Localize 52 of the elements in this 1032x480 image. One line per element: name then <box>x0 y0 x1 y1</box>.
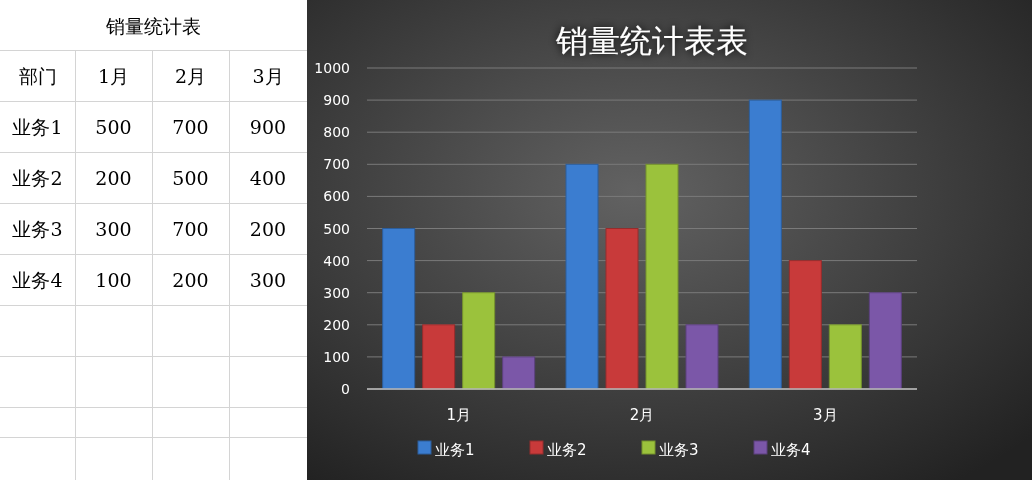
bar <box>382 228 416 390</box>
text: 1月 <box>97 64 130 87</box>
bar <box>828 324 862 390</box>
y-tick-label: 1000 <box>314 60 350 76</box>
text: 业务4 <box>12 268 63 291</box>
text: 部门 <box>18 64 57 87</box>
y-tick-label: 0 <box>341 381 350 397</box>
legend-label: 业务3 <box>659 441 699 459</box>
text: 200 <box>249 217 287 240</box>
y-tick-label: 200 <box>323 316 350 333</box>
legend-label: 业务4 <box>771 441 811 459</box>
y-tick-label: 500 <box>323 220 350 237</box>
y-tick-label: 900 <box>323 92 350 109</box>
bar <box>605 228 639 390</box>
legend-label: 业务1 <box>435 441 475 459</box>
bar <box>685 324 719 390</box>
bar <box>422 324 456 390</box>
text: 100 <box>95 268 132 291</box>
y-tick-label: 600 <box>323 188 350 205</box>
text: 200 <box>95 166 132 189</box>
text: 500 <box>172 166 209 189</box>
text: 业务2 <box>12 166 63 189</box>
text: 业务3 <box>12 217 63 240</box>
y-tick-label: 300 <box>323 284 350 301</box>
text: 500 <box>95 115 132 138</box>
text: 300 <box>249 268 287 291</box>
bar <box>565 163 599 390</box>
text: 200 <box>172 268 209 291</box>
text: 2月 <box>174 64 207 87</box>
y-tick-label: 400 <box>323 252 350 269</box>
text: 700 <box>172 115 209 138</box>
text: 400 <box>249 166 287 189</box>
text: 300 <box>95 217 132 240</box>
bar <box>748 99 782 390</box>
chart-title: 销量统计表表 <box>555 22 748 60</box>
text: 业务1 <box>12 115 63 138</box>
bar <box>502 356 536 390</box>
bar <box>462 292 496 390</box>
x-tick-label: 3月 <box>813 406 838 424</box>
bar <box>645 163 679 390</box>
x-tick-label: 1月 <box>446 406 471 424</box>
text: 销量统计表 <box>105 15 201 37</box>
text: 3月 <box>252 64 284 87</box>
legend-label: 业务2 <box>547 441 587 459</box>
y-tick-label: 700 <box>323 156 350 173</box>
x-tick-label: 2月 <box>629 406 655 424</box>
y-tick-label: 800 <box>323 124 350 141</box>
bar <box>868 292 902 390</box>
y-tick-label: 100 <box>323 348 350 365</box>
text: 700 <box>172 217 209 240</box>
text: 900 <box>249 115 287 138</box>
bar <box>788 260 822 390</box>
